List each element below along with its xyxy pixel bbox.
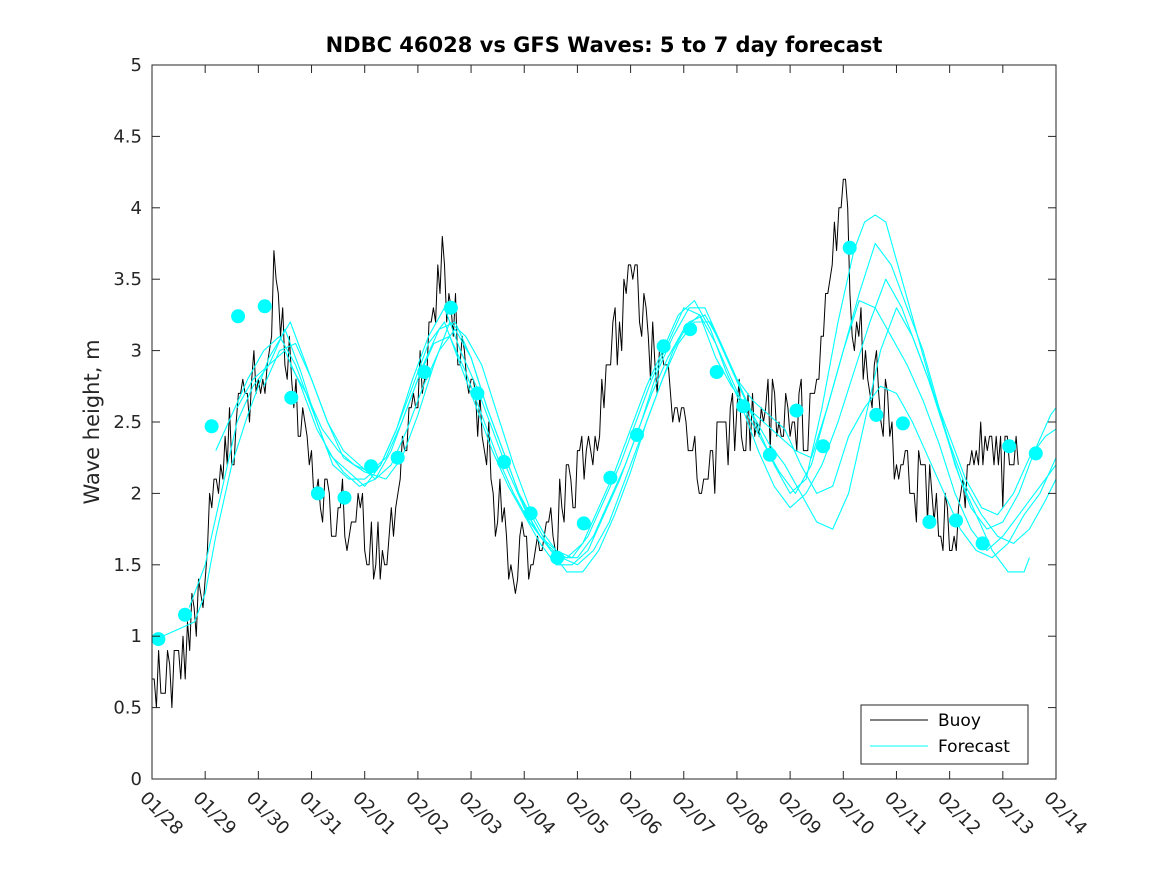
forecast-marker <box>949 513 963 528</box>
y-tick-label: 2 <box>131 483 142 504</box>
plot-area <box>152 65 1056 779</box>
forecast-marker <box>417 365 432 379</box>
y-tick-label: 4 <box>131 198 142 219</box>
forecast-marker <box>231 309 246 324</box>
chart-title: NDBC 46028 vs GFS Waves: 5 to 7 day fore… <box>326 33 883 57</box>
forecast-marker <box>922 515 937 529</box>
forecast-marker <box>257 299 272 314</box>
forecast-marker <box>762 447 777 462</box>
y-tick-label: 1 <box>131 626 142 647</box>
forecast-marker <box>178 607 192 622</box>
forecast-line-1 <box>162 314 1057 637</box>
forecast-markers <box>151 240 1043 647</box>
forecast-marker <box>284 390 299 405</box>
forecast-marker <box>497 455 511 469</box>
legend-forecast-label: Forecast <box>938 737 1010 757</box>
forecast-marker <box>470 386 485 401</box>
forecast-marker <box>869 407 884 422</box>
forecast-marker <box>789 403 804 418</box>
forecast-marker <box>151 632 166 647</box>
forecast-marker <box>443 300 458 315</box>
y-tick-label: 2.5 <box>113 412 142 433</box>
forecast-line-4 <box>236 242 1057 566</box>
y-tick-label: 1.5 <box>113 555 142 576</box>
legend-buoy-label: Buoy <box>938 711 981 731</box>
forecast-marker <box>390 450 405 465</box>
forecast-line-2 <box>188 300 1057 608</box>
forecast-marker <box>630 427 644 442</box>
forecast-marker <box>709 365 724 379</box>
legend-box <box>860 704 1029 765</box>
y-tick-label: 5 <box>131 55 142 76</box>
forecast-marker <box>656 339 671 354</box>
forecast-line-5 <box>263 214 1057 573</box>
forecast-marker <box>523 506 538 521</box>
forecast-marker <box>1002 439 1017 454</box>
forecast-marker <box>603 470 618 485</box>
forecast-marker <box>736 399 751 414</box>
forecast-marker <box>1028 446 1043 461</box>
buoy-series <box>152 178 1019 709</box>
legend: Buoy Forecast <box>860 704 1029 765</box>
buoy-line <box>152 178 1019 709</box>
y-tick-label: 3.5 <box>113 269 142 290</box>
forecast-series <box>162 214 1057 637</box>
forecast-marker <box>310 486 325 501</box>
forecast-marker <box>975 536 990 551</box>
forecast-marker <box>550 550 565 565</box>
forecast-marker <box>683 322 698 337</box>
forecast-marker <box>337 490 352 505</box>
forecast-marker <box>895 416 910 431</box>
y-tick-label: 0 <box>131 769 142 790</box>
y-axis-label: Wave height, m <box>80 339 104 504</box>
forecast-marker <box>842 240 857 255</box>
forecast-marker <box>816 439 831 454</box>
forecast-marker <box>204 419 219 434</box>
forecast-marker <box>576 516 591 531</box>
y-axis-ticks: 0 0.5 1 1.5 2 2.5 3 3.5 4 4.5 5 <box>113 55 1056 790</box>
y-tick-label: 4.5 <box>113 126 142 147</box>
forecast-line-6 <box>289 307 1030 573</box>
y-tick-label: 0.5 <box>113 698 142 719</box>
y-tick-label: 3 <box>131 341 142 362</box>
forecast-marker <box>364 459 379 474</box>
